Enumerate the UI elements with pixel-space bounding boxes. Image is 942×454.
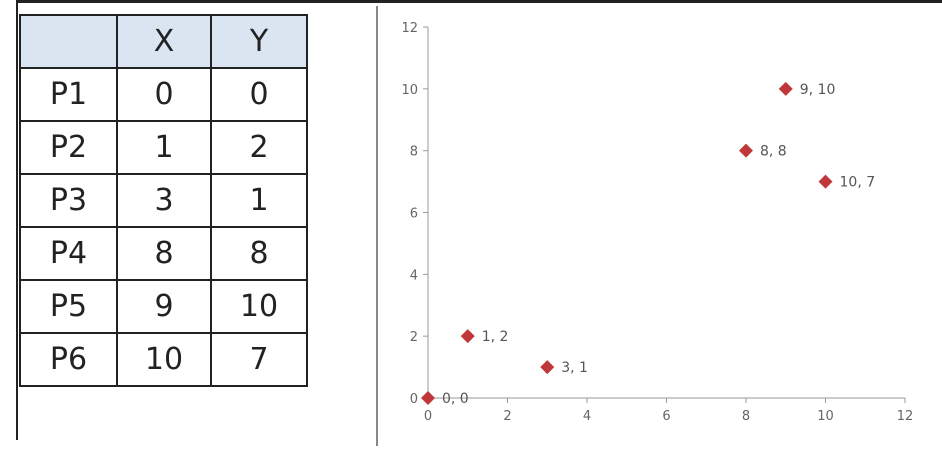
row-y-value: 1 — [210, 173, 308, 228]
y-tick-label: 6 — [410, 207, 418, 222]
data-point — [421, 391, 435, 405]
x-tick-label: 2 — [503, 409, 511, 424]
y-tick-label: 0 — [410, 392, 418, 407]
data-label: 0, 0 — [442, 391, 469, 407]
x-tick-label: 0 — [424, 409, 432, 424]
row-x-value: 8 — [116, 226, 212, 281]
table-header-row: X Y — [19, 14, 308, 69]
table-row: P6 10 7 — [19, 332, 308, 387]
row-x-value: 9 — [116, 279, 212, 334]
data-point — [739, 143, 753, 158]
row-label: P6 — [19, 332, 118, 387]
data-point — [778, 81, 793, 96]
x-tick-label: 12 — [897, 409, 914, 424]
data-label: 9, 10 — [800, 82, 836, 98]
row-y-value: 10 — [210, 279, 308, 334]
y-tick-label: 2 — [410, 330, 418, 345]
table-row: P3 3 1 — [19, 173, 308, 228]
table-row: P4 8 8 — [19, 226, 308, 281]
scatter-chart-area: 0 2 4 6 8 10 12 0 2 4 6 8 10 12 0, 0 1, 2 3, 1 8, 8 9, 10 1… — [376, 6, 942, 446]
data-label: 1, 2 — [482, 329, 509, 345]
row-x-value: 1 — [116, 120, 212, 175]
row-x-value: 3 — [116, 173, 212, 228]
row-label: P1 — [19, 67, 118, 122]
data-label: 10, 7 — [840, 175, 876, 191]
data-label: 8, 8 — [760, 144, 787, 160]
y-tick-label: 12 — [401, 21, 418, 36]
header-cell-label — [19, 14, 118, 69]
table-row: P5 9 10 — [19, 279, 308, 334]
row-label: P4 — [19, 226, 118, 281]
x-tick-label: 4 — [583, 409, 591, 424]
header-cell-x: X — [116, 14, 212, 69]
data-point — [540, 360, 555, 375]
y-tick-label: 4 — [410, 268, 418, 283]
table-row: P1 0 0 — [19, 67, 308, 122]
x-tick-label: 6 — [662, 409, 670, 424]
row-x-value: 10 — [116, 332, 212, 387]
x-tick-label: 8 — [742, 409, 750, 424]
y-tick-label: 8 — [410, 145, 418, 160]
x-tick-label: 10 — [817, 409, 834, 424]
data-point — [460, 329, 475, 344]
header-cell-y: Y — [210, 14, 308, 69]
row-label: P3 — [19, 173, 118, 228]
row-y-value: 7 — [210, 332, 308, 387]
row-y-value: 2 — [210, 120, 308, 175]
row-y-value: 0 — [210, 67, 308, 122]
row-x-value: 0 — [116, 67, 212, 122]
y-tick-label: 10 — [401, 83, 418, 98]
frame-top-border — [16, 0, 942, 3]
data-label: 3, 1 — [561, 360, 588, 376]
row-label: P2 — [19, 120, 118, 175]
points-table: X Y P1 0 0 P2 1 2 P3 3 1 P4 8 8 P5 9 10 — [19, 14, 308, 387]
frame-left-border — [16, 0, 18, 440]
data-point — [818, 174, 833, 189]
table-row: P2 1 2 — [19, 120, 308, 175]
row-label: P5 — [19, 279, 118, 334]
scatter-chart: 0 2 4 6 8 10 12 0 2 4 6 8 10 12 0, 0 1, 2 3, 1 8, 8 9, 10 1… — [401, 21, 914, 424]
row-y-value: 8 — [210, 226, 308, 281]
